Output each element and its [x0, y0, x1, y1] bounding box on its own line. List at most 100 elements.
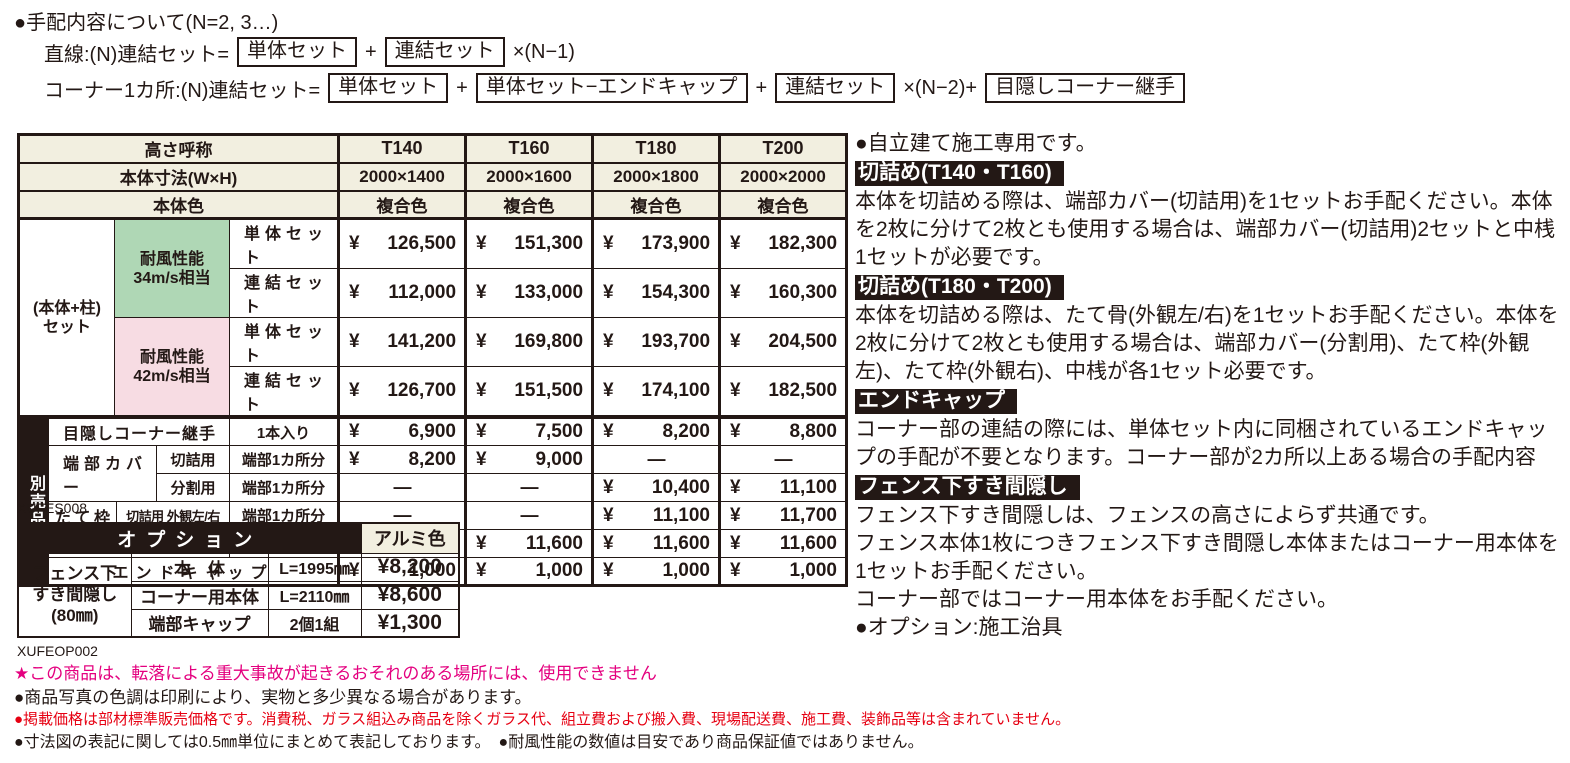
price-cell: ¥173,900: [591, 218, 721, 269]
color-cell: 複合色: [337, 190, 467, 220]
price-cell: ¥154,300: [591, 268, 721, 318]
formula-box-mekakushi-corner: 目隠しコーナー継手: [985, 73, 1186, 103]
notes-column: ●自立建て施工専用です。 切詰め(T140・T160) 本体を切詰める際は、端部…: [855, 130, 1561, 642]
size-cell: 2000×1400: [337, 162, 467, 192]
price-cell: ¥133,000: [464, 268, 594, 318]
dash-cell: —: [464, 473, 593, 502]
price-cell: ¥193,700: [591, 317, 721, 367]
yen-symbol: ¥: [603, 421, 614, 442]
formulas-title: ●手配内容について(N=2, 3…): [14, 11, 279, 34]
option-spec: 2個1組: [267, 608, 362, 638]
yen-symbol: ¥: [603, 233, 614, 254]
col-header-t140: T140: [337, 134, 467, 164]
yen-symbol: ¥: [476, 331, 487, 352]
fence-bottom-group-label: フェンス下 すき間隠し (80㎜): [17, 552, 132, 638]
price-cell: ¥10,400: [591, 473, 720, 502]
yen-symbol: ¥: [476, 233, 487, 254]
yen-symbol: ¥: [476, 380, 487, 401]
yen-symbol: ¥: [730, 532, 741, 554]
yen-symbol: ¥: [603, 560, 614, 581]
options-header: オプション: [17, 522, 362, 554]
formula-box-tantai: 単体セット: [328, 73, 449, 103]
price-cell: ¥7,500: [464, 417, 593, 446]
main-price-table: 高さ呼称 T140 T160 T180 T200 本体寸法(W×H) 2000×…: [17, 133, 849, 416]
header-height-label: 高さ呼称: [17, 134, 340, 164]
dash-cell: —: [718, 445, 847, 474]
price-cell: ¥169,800: [464, 317, 594, 367]
note-bullet-option: ●オプション:施工治具: [855, 616, 1063, 639]
note-paragraph: コーナー部の連結の際には、単体セット内に同梱されているエンドキャップの手配が不要…: [855, 418, 1548, 469]
yen-symbol: ¥: [349, 421, 360, 442]
yen-symbol: ¥: [349, 233, 360, 254]
option-item-body: 本 体: [130, 552, 269, 582]
item-tanbu-cover: 端部カバー: [48, 445, 157, 502]
color-cell: 複合色: [718, 190, 848, 220]
yen-symbol: ¥: [730, 504, 741, 526]
price-cell: ¥11,600: [591, 529, 720, 558]
color-cell: 複合色: [464, 190, 594, 220]
option-spec: L=1995㎜: [267, 552, 362, 582]
row-label-tantai-set: 単体セット: [228, 218, 340, 269]
price-cell: ¥151,300: [464, 218, 594, 269]
price-cell: ¥1,000: [718, 557, 847, 586]
note-paragraph: フェンス本体1枚につきフェンス下すき間隠し本体またはコーナー用本体を1セットお手…: [855, 532, 1559, 583]
note-heading-endcap: エンドキャップ: [855, 387, 1561, 415]
price-cell: ¥126,500: [337, 218, 467, 269]
item-mekakushi-corner: 目隠しコーナー継手: [48, 417, 230, 446]
yen-symbol: ¥: [349, 380, 360, 401]
price-cell: ¥182,300: [718, 218, 848, 269]
yen-symbol: ¥: [730, 331, 741, 352]
yen-symbol: ¥: [349, 448, 360, 470]
note-bullet-jiritsu: ●自立建て施工専用です。: [855, 132, 1097, 155]
yen-symbol: ¥: [730, 282, 741, 303]
header-size-label: 本体寸法(W×H): [17, 162, 340, 192]
price-cell: ¥11,600: [718, 529, 847, 558]
price-cell: ¥182,500: [718, 366, 848, 416]
note-paragraph: フェンス下すき間隠しは、フェンスの高さによらず共通です。: [855, 504, 1440, 527]
price-cell: ¥11,100: [718, 473, 847, 502]
price-cell: ¥1,000: [464, 557, 593, 586]
formula-prefix: コーナー1カ所:(N)連結セット=: [44, 79, 321, 102]
price-cell: ¥11,700: [718, 501, 847, 530]
price-cell: ¥112,000: [337, 268, 467, 318]
price-cell: ¥11,600: [464, 529, 593, 558]
yen-symbol: ¥: [730, 380, 741, 401]
yen-symbol: ¥: [349, 331, 360, 352]
formula-corner: コーナー1カ所:(N)連結セット= 単体セット + 単体セット−エンドキャップ …: [44, 70, 1186, 106]
price-cell: ¥151,500: [464, 366, 594, 416]
sub-kiritsume: 切詰用: [156, 445, 230, 474]
yen-symbol: ¥: [476, 421, 487, 442]
yen-symbol: ¥: [730, 476, 741, 498]
footnote-warning-fall: ★この商品は、転落による重大事故が起きるおそれのある場所には、使用できません: [14, 664, 657, 683]
size-cell: 2000×1800: [591, 162, 721, 192]
row-label-tantai-set: 単体セット: [228, 317, 340, 367]
size-cell: 2000×2000: [718, 162, 848, 192]
price-cell: ¥8,200: [337, 445, 466, 474]
price-cell: ¥204,500: [718, 317, 848, 367]
note-heading-kiritsume-180-200: 切詰め(T180・T200): [855, 273, 1561, 301]
unit-cell: 端部1カ所分: [229, 473, 339, 502]
wind42-label: 耐風性能 42m/s相当: [114, 317, 230, 416]
formula-box-renketsu: 連結セット: [384, 37, 505, 67]
price-cell: ¥126,700: [337, 366, 467, 416]
yen-symbol: ¥: [603, 282, 614, 303]
price-cell: ¥174,100: [591, 366, 721, 416]
note-paragraph: コーナー部ではコーナー用本体をお手配ください。: [855, 588, 1338, 611]
price-cell: ¥1,000: [591, 557, 720, 586]
col-header-t200: T200: [718, 134, 848, 164]
yen-symbol: ¥: [730, 421, 741, 442]
wind34-label: 耐風性能 34m/s相当: [114, 218, 230, 318]
yen-symbol: ¥: [476, 560, 487, 581]
price-cell: ¥11,100: [591, 501, 720, 530]
option-price: ¥8,600: [360, 580, 460, 610]
table-code-xufes008: XUFES008: [17, 500, 88, 516]
price-cell: ¥9,000: [464, 445, 593, 474]
footnote-dimensions: ●寸法図の表記に関しては0.5㎜単位にまとめて表記しております。 ●耐風性能の数…: [14, 734, 924, 751]
option-item-endcap: 端部キャップ: [130, 608, 269, 638]
yen-symbol: ¥: [476, 282, 487, 303]
formula-prefix: 直線:(N)連結セット=: [44, 43, 229, 66]
formula-operator: ×(N−2)+: [903, 76, 978, 99]
option-price: ¥1,300: [360, 608, 460, 638]
yen-symbol: ¥: [603, 532, 614, 554]
yen-symbol: ¥: [603, 380, 614, 401]
